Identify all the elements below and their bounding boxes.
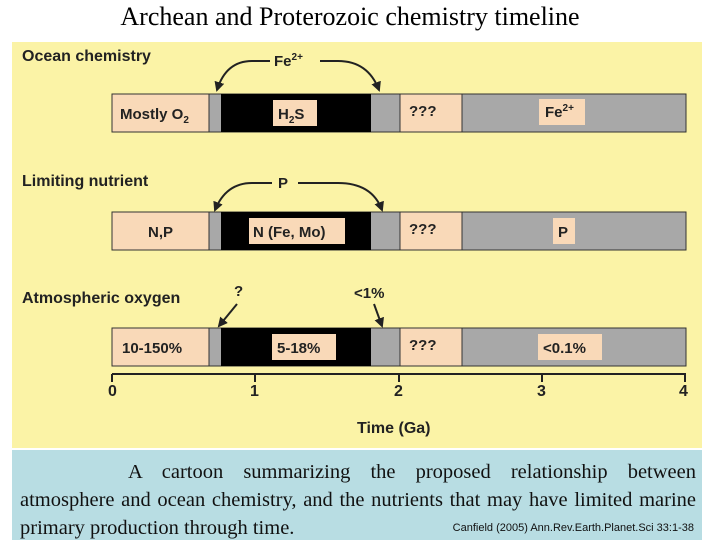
arrow-left (213, 182, 272, 212)
tick-label: 2 (394, 383, 403, 400)
arrow-right (298, 182, 384, 212)
tick-label: 4 (679, 383, 688, 400)
caption-text: A cartoon summarizing the proposed relat… (20, 461, 696, 539)
cell-gap-label: ??? (409, 337, 437, 354)
diagram-panel: Ocean chemistry Fe2+ Mostly O2 H2S ??? F… (12, 42, 702, 448)
time-axis: 0 1 2 3 4 Time (Ga) (108, 373, 688, 437)
tick-label: 0 (108, 383, 117, 400)
slide-title: Archean and Proterozoic chemistry timeli… (120, 2, 580, 31)
arrow-right (320, 60, 381, 92)
cell-black-label: N (Fe, Mo) (253, 224, 326, 241)
cell-black-labelbox (273, 100, 317, 126)
cell-gap-label: ??? (409, 103, 437, 120)
section-label: Limiting nutrient (22, 173, 149, 190)
cell-gap-label: ??? (409, 221, 437, 238)
tick-label: 3 (537, 383, 546, 400)
cell-black-labelbox (272, 334, 336, 360)
arrow-label: P (278, 175, 288, 192)
cell-late-label: P (558, 224, 568, 241)
cell-black-labelbox (249, 218, 345, 244)
cell-gap (399, 211, 463, 251)
section-atmospheric-oxygen: Atmospheric oxygen ? <1% 10-150% 5-18% ?… (22, 283, 687, 367)
caption-box: A cartoon summarizing the proposed relat… (12, 450, 702, 540)
cell-early-label: 10-150% (122, 340, 182, 357)
cell-late-labelbox (538, 334, 602, 360)
cell-black-label: H2S (278, 106, 304, 126)
section-ocean-chemistry: Ocean chemistry Fe2+ Mostly O2 H2S ??? F… (22, 48, 687, 133)
cell-late-labelbox (539, 99, 585, 125)
arrow-label-right: <1% (354, 285, 384, 302)
cell-late-label: <0.1% (543, 340, 586, 357)
arrow-label-left: ? (234, 283, 243, 300)
timeline-diagram: Ocean chemistry Fe2+ Mostly O2 H2S ??? F… (22, 48, 688, 437)
arrow-label: Fe2+ (274, 52, 303, 70)
cell-early-label: N,P (148, 224, 173, 241)
cell-early (111, 211, 210, 251)
cell-late-labelbox (553, 218, 575, 244)
citation: Canfield (2005) Ann.Rev.Earth.Planet.Sci… (452, 522, 694, 534)
cell-early (111, 327, 210, 367)
cell-black-label: 5-18% (277, 340, 320, 357)
section-label: Atmospheric oxygen (22, 290, 180, 307)
cell-early (111, 93, 210, 133)
section-label: Ocean chemistry (22, 48, 151, 65)
cell-gap (399, 327, 463, 367)
tick-label: 1 (250, 383, 259, 400)
arrow-left (217, 303, 238, 328)
arrow-right (373, 303, 384, 328)
cell-early-label: Mostly O2 (120, 106, 189, 126)
cell-gap (399, 93, 463, 133)
section-limiting-nutrient: Limiting nutrient P N,P N (Fe, Mo) ??? P (22, 173, 687, 251)
arrow-left (214, 60, 270, 92)
axis-label: Time (Ga) (357, 420, 431, 437)
